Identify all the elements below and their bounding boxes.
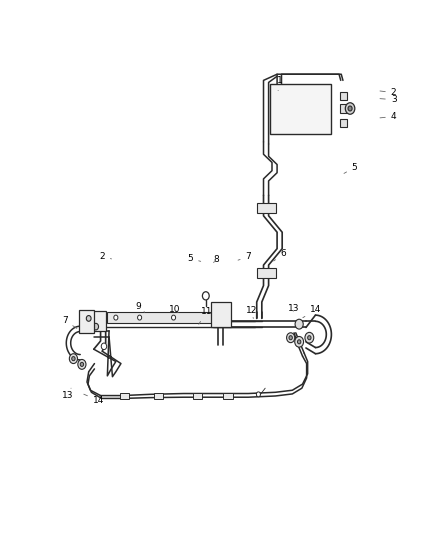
Bar [211,302,231,327]
Circle shape [307,336,311,340]
Bar [223,393,233,399]
Text: 10: 10 [169,305,180,314]
Circle shape [295,336,304,347]
Bar [107,312,218,322]
Text: 14: 14 [303,305,321,318]
Bar [258,203,276,213]
Circle shape [80,362,84,366]
Circle shape [202,292,209,300]
Bar [154,393,163,399]
Bar [79,310,95,333]
Circle shape [297,340,301,344]
Text: 11: 11 [199,308,212,324]
Circle shape [86,316,91,321]
Text: 4: 4 [380,112,396,121]
Circle shape [289,336,292,340]
Text: 6: 6 [274,249,286,261]
Text: 5: 5 [344,163,357,173]
Bar [92,311,106,330]
Text: 13: 13 [62,388,74,400]
Circle shape [78,359,86,369]
Circle shape [348,106,352,111]
Text: 7: 7 [62,316,77,328]
Circle shape [72,357,75,361]
Text: 2: 2 [380,88,396,97]
Text: 12: 12 [246,306,257,318]
Circle shape [93,324,99,330]
Bar [340,92,347,100]
Circle shape [138,315,141,320]
Bar [193,393,202,399]
Bar [270,84,332,134]
Circle shape [286,333,295,343]
Bar [340,104,347,112]
Text: 9: 9 [135,302,145,312]
Circle shape [114,315,118,320]
Text: 7: 7 [238,252,251,261]
Circle shape [256,392,261,397]
Text: 3: 3 [380,95,396,104]
Circle shape [69,354,78,364]
Bar [340,119,347,127]
Text: 5: 5 [187,254,201,263]
Circle shape [345,103,355,114]
Text: 8: 8 [213,255,219,264]
Circle shape [295,319,303,329]
Text: 13: 13 [288,304,300,313]
Bar [120,393,129,399]
Circle shape [101,343,107,350]
Text: 2: 2 [99,252,112,261]
Text: 1: 1 [277,76,283,91]
Text: 14: 14 [84,394,104,405]
Circle shape [172,315,176,320]
Bar [258,268,276,278]
Circle shape [305,333,314,343]
